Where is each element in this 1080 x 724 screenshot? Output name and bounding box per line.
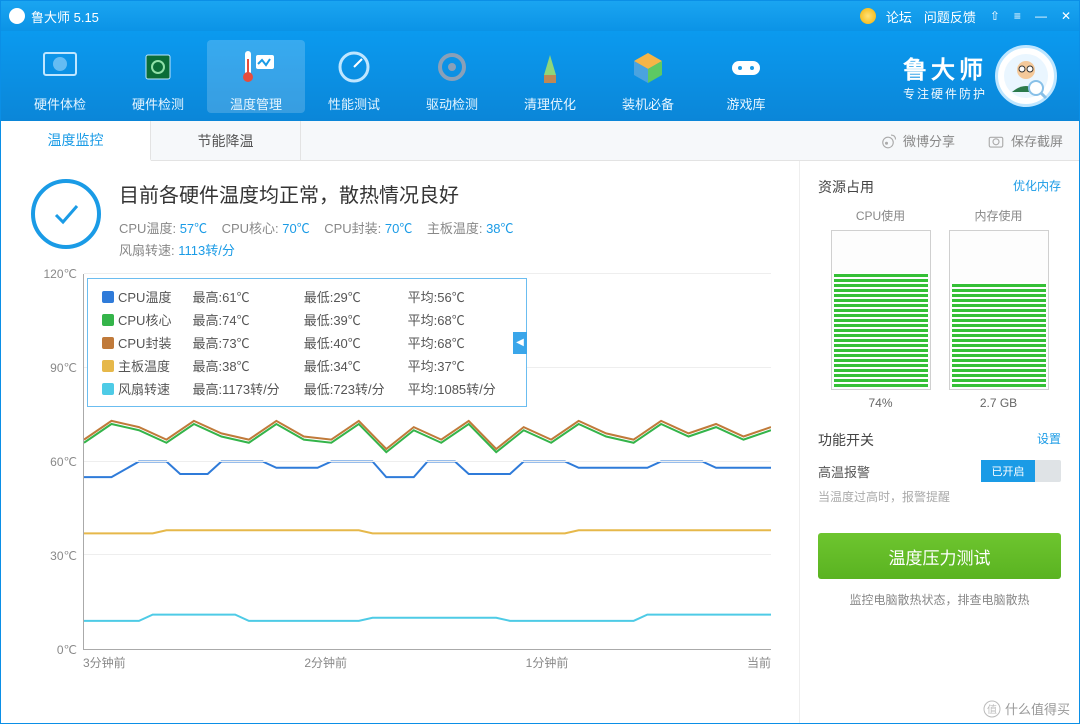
nav-hardware-check[interactable]: 硬件体检	[11, 40, 109, 113]
tab-monitor[interactable]: 温度监控	[1, 121, 151, 161]
status-title: 目前各硬件温度均正常，散热情况良好	[119, 179, 514, 208]
menu-icon[interactable]: ≡	[1014, 9, 1021, 23]
nav-driver[interactable]: 驱动检测	[403, 40, 501, 113]
side-footer: 监控电脑散热状态，排查电脑散热	[818, 591, 1061, 608]
forum-link[interactable]: 论坛	[886, 7, 912, 26]
svg-text:值: 值	[987, 703, 997, 716]
settings-link[interactable]: 设置	[1037, 430, 1061, 450]
camera-icon	[987, 132, 1005, 150]
nav-install[interactable]: 装机必备	[599, 40, 697, 113]
nav-performance[interactable]: 性能测试	[305, 40, 403, 113]
share-weibo-button[interactable]: 微博分享	[863, 121, 971, 160]
close-button[interactable]: ✕	[1061, 9, 1071, 23]
resource-section: 资源占用 优化内存 CPU使用 74% 内存使用 2.7 GB	[818, 177, 1061, 410]
tab-powersave[interactable]: 节能降温	[151, 121, 301, 160]
weibo-icon	[879, 132, 897, 150]
minimize-button[interactable]: —	[1035, 9, 1047, 23]
app-title: 鲁大师 5.15	[31, 7, 99, 26]
chart-legend-tooltip: CPU温度最高:61℃最低:29℃平均:56℃CPU核心最高:74℃最低:39℃…	[87, 278, 527, 407]
stress-test-button[interactable]: 温度压力测试	[818, 533, 1061, 579]
nav-temperature[interactable]: 温度管理	[207, 40, 305, 113]
status-metrics: CPU温度: 57℃ CPU核心: 70℃ CPU封装: 70℃ 主板温度: 3…	[119, 218, 514, 240]
watermark: 值 什么值得买	[983, 699, 1070, 718]
status-header: 目前各硬件温度均正常，散热情况良好 CPU温度: 57℃ CPU核心: 70℃ …	[31, 179, 775, 262]
medal-icon[interactable]	[860, 8, 876, 24]
gamepad-icon	[723, 44, 769, 90]
status-ok-icon	[31, 179, 101, 249]
gear-badge-icon	[429, 44, 475, 90]
temperature-chart: CPU温度最高:61℃最低:29℃平均:56℃CPU核心最高:74℃最低:39℃…	[39, 274, 775, 674]
alarm-hint: 当温度过高时，报警提醒	[818, 488, 1061, 505]
memory-usage-gauge: 内存使用 2.7 GB	[949, 207, 1049, 410]
upload-icon[interactable]: ⇧	[990, 9, 1000, 23]
collapse-legend-button[interactable]: ◀	[513, 332, 527, 354]
brand-slogan: 专注硬件防护	[903, 85, 987, 102]
switch-title: 功能开关	[818, 430, 874, 450]
nav-cleanup[interactable]: 清理优化	[501, 40, 599, 113]
cpu-usage-gauge: CPU使用 74%	[831, 207, 931, 410]
branding: 鲁大师 专注硬件防护	[903, 45, 1069, 107]
tab-bar: 温度监控 节能降温 微博分享 保存截屏	[1, 121, 1079, 161]
nav-hardware-detect[interactable]: 硬件检测	[109, 40, 207, 113]
resource-title: 资源占用	[818, 177, 874, 197]
feedback-link[interactable]: 问题反馈	[924, 7, 976, 26]
monitor-check-icon	[37, 44, 83, 90]
switch-section: 功能开关 设置 高温报警 已开启 当温度过高时，报警提醒	[818, 430, 1061, 505]
title-bar: 鲁大师 5.15 论坛 问题反馈 ⇧ ≡ — ✕	[1, 1, 1079, 31]
thermometer-icon	[233, 44, 279, 90]
box-icon	[625, 44, 671, 90]
gauge-icon	[331, 44, 377, 90]
main-nav: 硬件体检 硬件检测 温度管理 性能测试 驱动检测 清理优化 装机必备 游戏库 鲁…	[1, 31, 1079, 121]
save-screenshot-button[interactable]: 保存截屏	[971, 121, 1079, 160]
optimize-memory-link[interactable]: 优化内存	[1013, 177, 1061, 197]
app-logo-icon	[9, 8, 25, 24]
avatar-icon[interactable]	[995, 45, 1057, 107]
nav-games[interactable]: 游戏库	[697, 40, 795, 113]
alarm-toggle[interactable]: 已开启	[981, 460, 1061, 482]
alarm-label: 高温报警	[818, 462, 971, 481]
brand-name: 鲁大师	[903, 50, 987, 85]
brush-icon	[527, 44, 573, 90]
chip-icon	[135, 44, 181, 90]
